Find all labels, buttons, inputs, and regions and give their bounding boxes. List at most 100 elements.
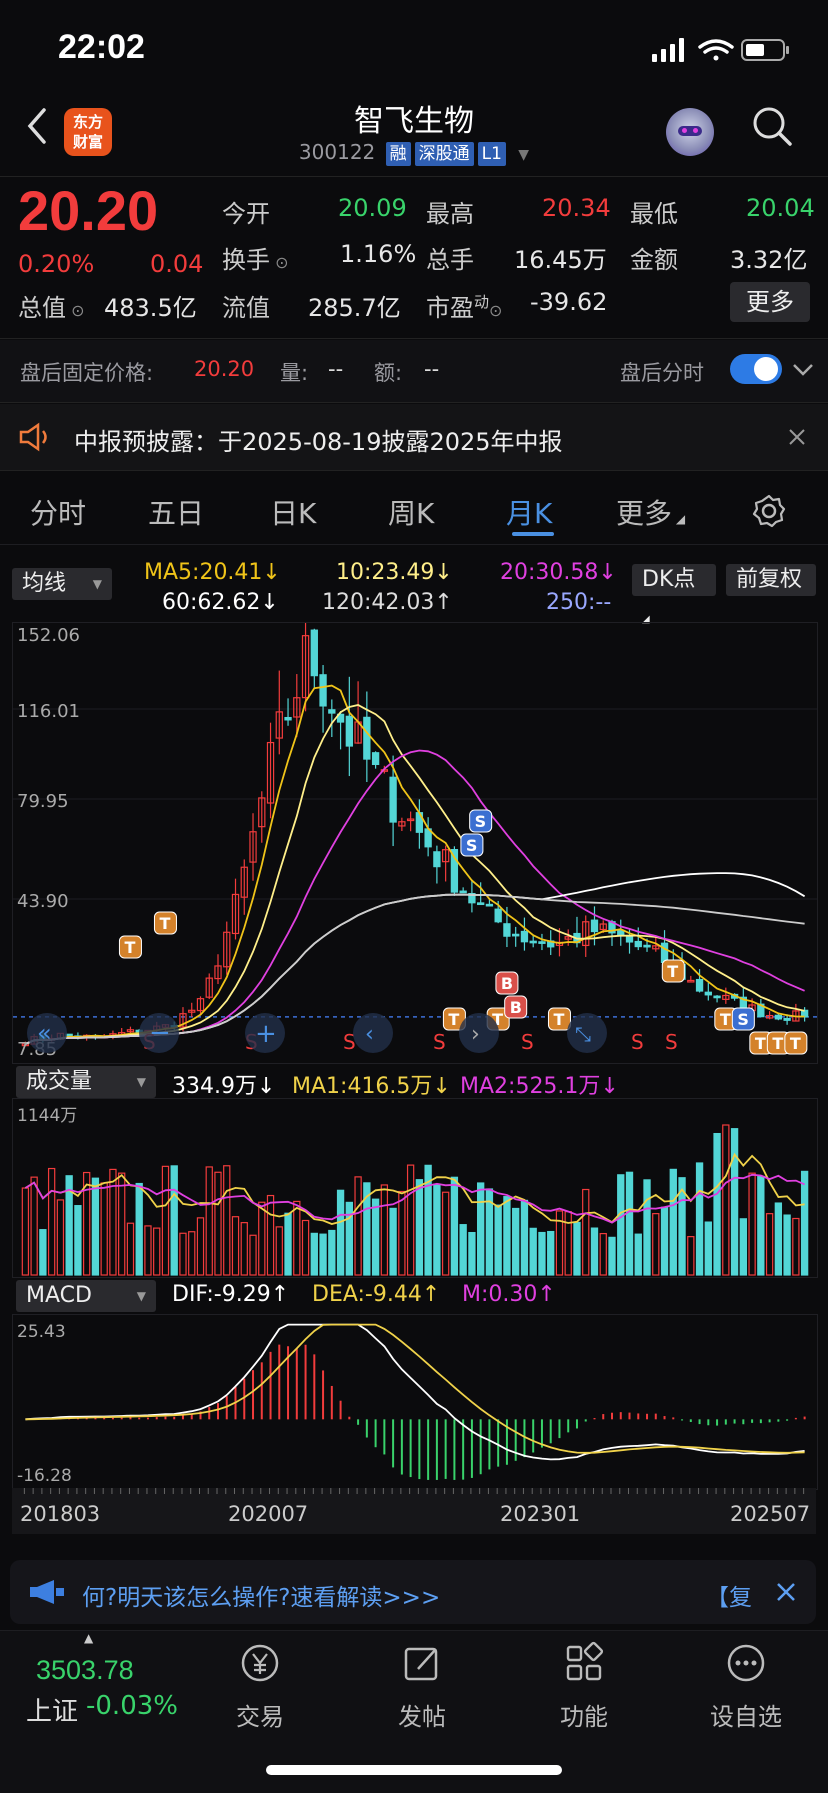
chevron-down-icon[interactable] <box>792 360 814 380</box>
marker-t <box>118 935 142 959</box>
tab-more[interactable]: 更多 ◢ <box>616 497 686 530</box>
macd-chart[interactable]: 25.43 -16.28 <box>12 1314 818 1490</box>
close-icon[interactable] <box>776 1582 796 1602</box>
rewind-icon: « <box>37 1019 52 1047</box>
candle <box>433 851 441 868</box>
volume-bar <box>757 1175 765 1276</box>
tab-intraday[interactable]: 分时 <box>30 497 87 530</box>
volume-bar <box>91 1177 100 1276</box>
low-value: 20.04 <box>746 194 815 222</box>
search-icon[interactable] <box>752 106 792 146</box>
nav-features[interactable]: 功能 <box>524 1641 644 1732</box>
volume-bar <box>319 1233 327 1276</box>
marker-s <box>460 833 484 857</box>
index-name[interactable]: 上证 <box>26 1697 79 1727</box>
more-quote-button[interactable]: 更多 <box>730 282 810 322</box>
nav-watchlist[interactable]: 设自选 <box>686 1641 806 1732</box>
volume-bar <box>109 1168 117 1276</box>
tab-five-day[interactable]: 五日 <box>148 497 205 530</box>
quote-panel: 20.20 0.20% 0.04 今开 20.09 最高 20.34 最低 20… <box>0 178 828 339</box>
indicator-selector[interactable]: 均线 ▼ <box>12 568 112 600</box>
volume-value: 334.9万↓ <box>172 1074 276 1099</box>
tab-weekly-k[interactable]: 周K <box>388 497 435 530</box>
marker-label: T <box>492 1010 503 1029</box>
tab-monthly-k[interactable]: 月K <box>506 497 553 530</box>
nav-post[interactable]: 发帖 <box>362 1641 482 1732</box>
gear-icon[interactable] <box>752 494 786 528</box>
volume-bar <box>783 1214 791 1276</box>
back-button[interactable] <box>24 106 48 157</box>
x-axis-ticks <box>23 1488 805 1494</box>
volume-bar <box>100 1182 108 1276</box>
macd-legend: MACD ▼ DIF:-9.29↑ DEA:-9.44↑ M:0.30↑ <box>0 1280 828 1314</box>
assistant-robot-icon[interactable] <box>666 108 714 156</box>
index-value[interactable]: 3503.78 <box>36 1655 134 1685</box>
pe-label: 市盈动⊙ <box>426 293 503 322</box>
candle <box>634 940 642 948</box>
candle <box>494 908 502 923</box>
edit-icon <box>404 1647 438 1681</box>
close-icon[interactable] <box>788 428 806 446</box>
candle <box>371 752 380 766</box>
nav-trade-label: 交易 <box>236 1703 284 1731</box>
candle <box>284 716 292 721</box>
ma120-value: 120:42.03↑ <box>322 590 453 615</box>
candle <box>468 892 476 904</box>
marker-label: T <box>448 1010 459 1029</box>
more-circle-icon <box>727 1644 765 1682</box>
index-change[interactable]: -0.03% <box>86 1691 178 1721</box>
volume-selector[interactable]: 成交量 ▼ <box>16 1066 156 1098</box>
change-percent: 0.20% <box>18 250 95 278</box>
stock-code-row[interactable]: 300122 融深股通 L1 ▼ <box>0 140 828 166</box>
volume-bar <box>39 1229 47 1276</box>
dk-point-button[interactable]: DK点 ◢ <box>632 564 716 625</box>
logo-text-bottom: 财富 <box>72 133 103 151</box>
turnover-label: 换手 ⊙ <box>222 246 289 274</box>
candle <box>520 930 529 943</box>
notice-bar[interactable]: 中报预披露：于2025-08-19披露2025年中报 <box>0 404 828 471</box>
candle <box>643 944 651 948</box>
macd-selector[interactable]: MACD ▼ <box>16 1280 156 1312</box>
after-hours-toggle[interactable] <box>730 354 782 384</box>
volume-bar <box>748 1172 756 1276</box>
candle <box>336 713 345 723</box>
volume-bar <box>161 1165 170 1276</box>
kline-chart[interactable]: TTSSTTBBTTTSTTTSSSSSSS 152.06 116.01 79.… <box>12 595 818 1064</box>
candle <box>179 1013 187 1028</box>
candle <box>783 1017 791 1021</box>
volume-bar <box>643 1179 651 1276</box>
home-indicator <box>266 1765 562 1775</box>
candle <box>231 893 240 935</box>
candle <box>406 818 415 822</box>
marker-label: T <box>159 914 170 933</box>
volume-bar <box>617 1174 625 1276</box>
ma120-line <box>25 893 805 1045</box>
volume-bar <box>512 1207 520 1276</box>
volume-bar <box>459 1224 467 1276</box>
sell-signal-label: S <box>665 1030 678 1054</box>
marker-t <box>153 911 177 935</box>
ma-legend: 均线 ▼ MA5:20.41↓ 10:23.49↓ 20:30.58↓ 60:62… <box>0 560 828 625</box>
volume-bar <box>275 1226 283 1276</box>
volume-bar <box>415 1179 424 1276</box>
tab-daily-k[interactable]: 日K <box>270 497 317 530</box>
candle <box>240 866 248 898</box>
nav-trade[interactable]: 交易 <box>200 1641 320 1732</box>
candle <box>126 1029 135 1033</box>
volume-bar <box>555 1210 564 1276</box>
macd-lines <box>25 1323 805 1461</box>
volume-bar <box>363 1182 371 1276</box>
adjust-button[interactable]: 前复权 <box>726 564 816 596</box>
candle <box>293 697 301 718</box>
volume-bar <box>153 1227 161 1276</box>
volume-ma2-line <box>24 1173 805 1224</box>
marker-s <box>731 1007 755 1031</box>
volume-bar <box>660 1206 669 1276</box>
candle <box>363 716 371 760</box>
promo-banner[interactable]: 何?明天该怎么操作?速看解读>>> 【复 <box>10 1560 816 1624</box>
chart-nav-controls[interactable]: « − + ‹ › ⤡ <box>27 1013 607 1053</box>
volume-bar <box>564 1211 572 1276</box>
candle <box>450 848 459 893</box>
candle <box>65 1033 73 1037</box>
volume-chart[interactable]: 1144万 <box>12 1098 818 1278</box>
